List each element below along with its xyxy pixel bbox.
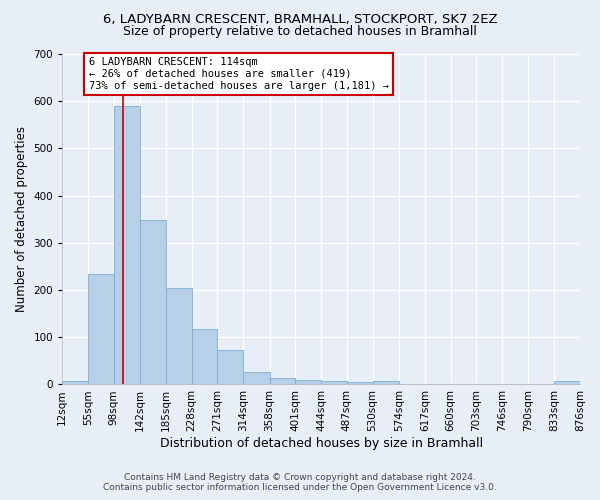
- Bar: [166, 288, 191, 384]
- Text: Size of property relative to detached houses in Bramhall: Size of property relative to detached ho…: [123, 25, 477, 38]
- Bar: [62, 380, 88, 384]
- Bar: [217, 350, 243, 384]
- Bar: [191, 329, 217, 384]
- Bar: [114, 106, 140, 384]
- Text: 6, LADYBARN CRESCENT, BRAMHALL, STOCKPORT, SK7 2EZ: 6, LADYBARN CRESCENT, BRAMHALL, STOCKPOR…: [103, 12, 497, 26]
- Bar: [347, 382, 373, 384]
- Bar: [243, 372, 269, 384]
- Text: Contains HM Land Registry data © Crown copyright and database right 2024.
Contai: Contains HM Land Registry data © Crown c…: [103, 473, 497, 492]
- X-axis label: Distribution of detached houses by size in Bramhall: Distribution of detached houses by size …: [160, 437, 482, 450]
- Bar: [269, 378, 295, 384]
- Bar: [295, 380, 321, 384]
- Bar: [321, 381, 347, 384]
- Bar: [140, 220, 166, 384]
- Bar: [88, 274, 114, 384]
- Y-axis label: Number of detached properties: Number of detached properties: [15, 126, 28, 312]
- Bar: [554, 380, 580, 384]
- Bar: [373, 381, 399, 384]
- Text: 6 LADYBARN CRESCENT: 114sqm
← 26% of detached houses are smaller (419)
73% of se: 6 LADYBARN CRESCENT: 114sqm ← 26% of det…: [89, 58, 389, 90]
